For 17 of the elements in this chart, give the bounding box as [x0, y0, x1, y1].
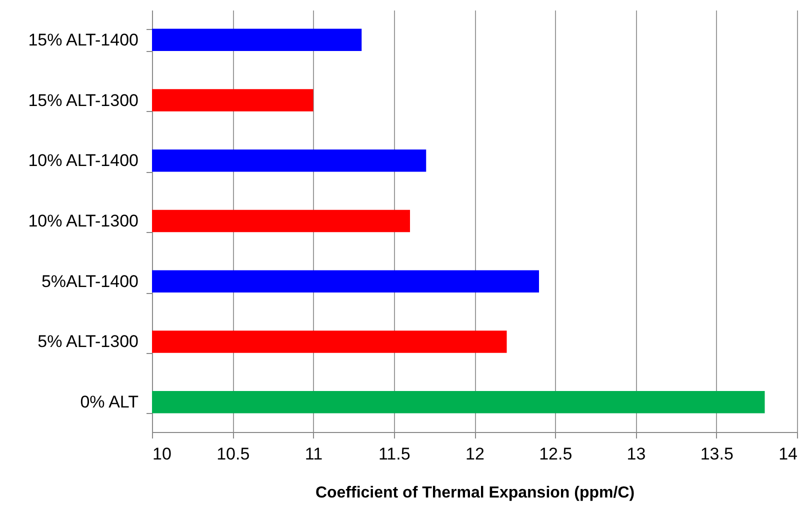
y-tick-label: 5% ALT-1300: [38, 332, 138, 352]
y-tick-label: 15% ALT-1400: [28, 30, 138, 50]
x-axis-title: Coefficient of Thermal Expansion (ppm/C): [315, 484, 635, 502]
x-tick-label: 13.5: [700, 444, 734, 464]
y-tick-label: 10% ALT-1400: [28, 151, 138, 170]
x-tick-label: 11.5: [378, 444, 410, 464]
x-tick-label: 14: [778, 444, 798, 464]
x-tick-label: 12: [466, 444, 484, 464]
x-tick-label: 10: [152, 444, 172, 464]
x-tick-label: 10.5: [216, 444, 250, 464]
y-tick-label: 10% ALT-1300: [28, 212, 138, 230]
x-tick-label: 13: [626, 444, 646, 464]
y-tick-label: 5%ALT-1400: [41, 272, 138, 291]
y-tick-label: 15% ALT-1300: [28, 90, 138, 110]
x-tick-label: 12.5: [539, 444, 572, 464]
y-tick-label: 0% ALT: [80, 392, 138, 412]
x-tick-label: 11: [304, 444, 323, 464]
